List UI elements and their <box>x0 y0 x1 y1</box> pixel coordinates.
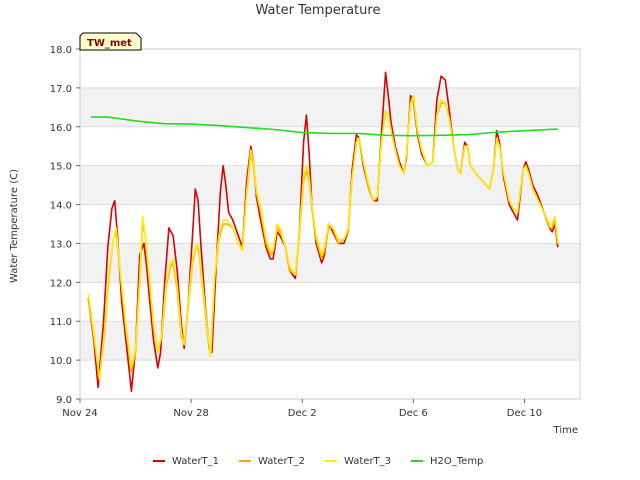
series-line-h2o_temp <box>91 116 558 137</box>
grid-band <box>80 360 580 399</box>
y-tick-label: 12.0 <box>50 278 72 289</box>
x-axis-label: Time <box>553 425 578 436</box>
y-tick-label: 10.0 <box>50 356 72 367</box>
y-tick-label: 13.0 <box>50 239 72 250</box>
site-badge-label: TW_met <box>87 38 132 49</box>
site-badge: TW_met <box>79 32 142 51</box>
grid-bands <box>80 48 580 400</box>
grid-band <box>80 282 580 322</box>
plot-area <box>79 48 581 400</box>
x-tick-label: Dec 2 <box>288 408 317 419</box>
x-tick-label: Nov 24 <box>62 408 97 419</box>
x-tick-label: Dec 6 <box>399 408 428 419</box>
legend-label: H2O_Temp <box>430 456 483 467</box>
y-tick-label: 14.0 <box>50 201 72 212</box>
grid-band <box>80 165 580 205</box>
x-tick-label: Nov 28 <box>173 408 208 419</box>
legend: WaterT_1 WaterT_2 WaterT_3 H2O_Temp <box>153 456 483 467</box>
y-tick-label: 17.0 <box>50 84 72 95</box>
y-tick-label: 11.0 <box>50 317 72 328</box>
legend-label: WaterT_3 <box>344 456 391 467</box>
grid-band <box>80 243 580 283</box>
y-tick-label: 9.0 <box>56 395 72 406</box>
y-axis: 9.0 10.0 11.0 12.0 13.0 14.0 15.0 16.0 17.0 18.0 <box>50 45 80 406</box>
grid-band <box>80 204 580 244</box>
series-line-watert_3 <box>87 94 559 381</box>
grid-band <box>80 49 580 88</box>
y-tick-label: 16.0 <box>50 123 72 134</box>
grid-band <box>80 87 580 127</box>
x-axis: Nov 24 Nov 28 Dec 2 Dec 6 Dec 10 <box>62 399 542 419</box>
y-tick-label: 18.0 <box>50 45 72 56</box>
legend-label: WaterT_1 <box>172 456 219 467</box>
y-tick-label: 15.0 <box>50 162 72 173</box>
y-axis-label: Water Temperature (C) <box>9 169 20 283</box>
series-layer <box>87 71 559 392</box>
x-tick-label: Dec 10 <box>507 408 542 419</box>
chart-title: Water Temperature <box>256 3 381 18</box>
legend-label: WaterT_2 <box>258 456 305 467</box>
